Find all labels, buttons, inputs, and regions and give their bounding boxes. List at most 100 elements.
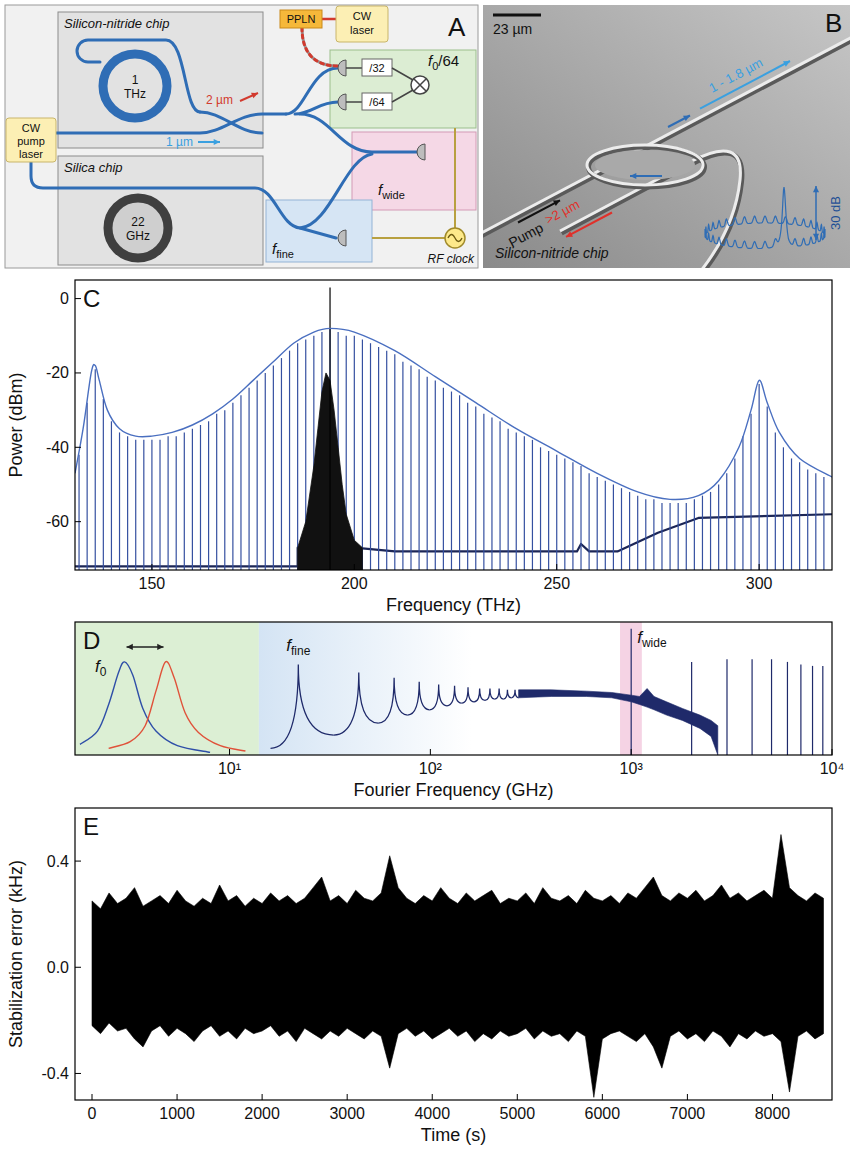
peak — [334, 673, 379, 736]
plot-area — [75, 287, 832, 570]
spike — [787, 662, 788, 755]
waveguide — [322, 18, 336, 21]
spike — [127, 436, 128, 570]
plot-frame — [75, 622, 832, 755]
photodetector — [338, 94, 346, 110]
spike — [734, 458, 735, 570]
spike — [103, 399, 104, 570]
arrow-head — [127, 644, 133, 650]
spike — [232, 403, 233, 570]
spike — [572, 462, 573, 570]
spike — [653, 499, 654, 570]
arrow-head — [566, 231, 573, 237]
ring-label: 1THz — [124, 73, 146, 101]
panel-b: 30 dBB23 µmPump1 - 1.8 µm>2 µmSilicon-ni… — [470, 5, 855, 274]
spike — [78, 455, 79, 570]
x-tick-label: 150 — [139, 575, 166, 592]
spike — [661, 503, 662, 570]
chart: 1502002503000-20-40-60Frequency (THz)Pow… — [6, 280, 832, 615]
panel-letter: C — [83, 285, 100, 312]
f0-box — [330, 50, 476, 128]
x-tick-label: 6000 — [585, 1105, 621, 1122]
spike — [791, 458, 792, 570]
x-tick — [92, 1094, 93, 1100]
spike — [329, 287, 330, 570]
x-tick-label: 200 — [341, 575, 368, 592]
box-title: f0/64 — [428, 52, 459, 72]
spike — [718, 484, 719, 570]
spike — [281, 358, 282, 570]
waveguide — [300, 154, 372, 228]
spike — [710, 492, 711, 570]
laser-label: CWpumplaser — [17, 122, 45, 160]
text-line: laser — [19, 148, 43, 160]
spike — [248, 388, 249, 570]
text-sub: 0 — [100, 665, 107, 679]
x-tick-label: 10³ — [620, 760, 644, 777]
spike — [823, 477, 824, 570]
wire — [392, 68, 413, 102]
spike — [467, 403, 468, 570]
spike — [822, 666, 823, 755]
spike — [483, 414, 484, 570]
y-tick — [75, 1073, 81, 1074]
x-tick — [151, 564, 152, 570]
region — [259, 622, 471, 755]
spike — [87, 403, 88, 570]
panel-letter: A — [448, 12, 466, 42]
text-line: laser — [350, 24, 374, 36]
y-tick-label: -0.4 — [41, 1065, 69, 1082]
scale-bar-label: 23 µm — [493, 21, 532, 37]
panel-letter: D — [83, 627, 100, 654]
spike — [686, 503, 687, 570]
x-tick — [354, 564, 355, 570]
spike — [815, 473, 816, 570]
peak — [447, 686, 462, 706]
spike — [200, 425, 201, 570]
spike — [135, 440, 136, 570]
arrow-head — [683, 116, 690, 122]
spike — [613, 484, 614, 570]
y-tick — [75, 372, 81, 373]
spike — [783, 447, 784, 570]
spike — [224, 410, 225, 570]
peak — [429, 685, 447, 710]
arrow-head — [630, 173, 636, 179]
spike — [499, 421, 500, 570]
spike — [216, 414, 217, 570]
spike — [370, 343, 371, 570]
spike — [597, 477, 598, 570]
spike — [378, 347, 379, 570]
figure: A1THzSilicon-nitride chip2 µm1 µm22GHzSi… — [0, 0, 855, 1153]
x-tick — [347, 1094, 348, 1100]
spike — [771, 659, 772, 755]
spike — [297, 343, 298, 570]
spike — [491, 418, 492, 570]
spike — [605, 481, 606, 570]
spike — [799, 462, 800, 570]
spike — [678, 503, 679, 570]
arrow-head — [813, 234, 819, 240]
spike — [386, 351, 387, 570]
spike — [702, 496, 703, 570]
arrow-head — [783, 61, 790, 67]
x-axis-title: Fourier Frequency (GHz) — [353, 780, 553, 800]
peak — [503, 690, 511, 699]
chip-box — [58, 156, 263, 265]
spike — [532, 440, 533, 570]
x-tick-label: 4000 — [414, 1105, 450, 1122]
wavelength-label: 1 µm — [166, 135, 193, 149]
arrow-line — [566, 213, 612, 237]
ring-resonator — [103, 54, 167, 118]
y-tick — [75, 521, 81, 522]
chip-box — [58, 12, 263, 148]
x-tick — [430, 749, 431, 755]
spike — [750, 414, 751, 570]
panel-a: A1THzSilicon-nitride chip2 µm1 µm22GHzSi… — [5, 5, 478, 268]
x-tick-label: 10¹ — [218, 760, 241, 777]
spike — [289, 351, 290, 570]
waveguide — [302, 28, 338, 66]
spike — [800, 665, 801, 755]
spike — [362, 339, 363, 570]
laser-box — [336, 6, 388, 42]
